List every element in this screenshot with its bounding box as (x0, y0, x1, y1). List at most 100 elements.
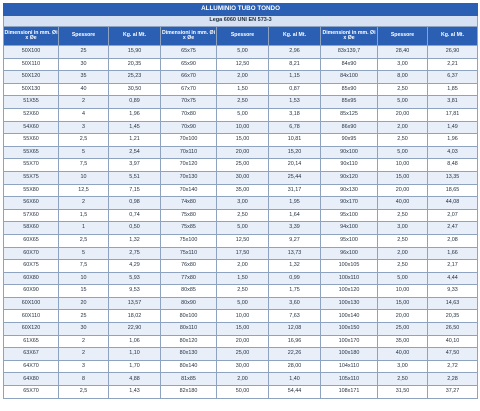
table-cell: 15,00 (377, 170, 428, 185)
table-cell: 22,26 (268, 347, 321, 361)
table-cell: 70x75 (160, 95, 217, 109)
table-cell: 7,5 (58, 259, 109, 273)
table-cell: 31,17 (268, 183, 321, 198)
table-cell: 60X120 (3, 322, 59, 336)
table-cell: 3,60 (268, 296, 321, 311)
table-cell: 1,96 (426, 133, 479, 147)
table-cell: 54,44 (268, 385, 321, 399)
table-cell: 76x80 (160, 259, 217, 273)
table-cell: 5,00 (377, 95, 428, 109)
table-cell: 1,10 (108, 347, 161, 361)
table-cell: 10,81 (268, 133, 321, 147)
table-cell: 80x120 (160, 334, 217, 349)
table-cell: 2,00 (216, 259, 269, 273)
table-row: 60X100 20 13,57 80x90 5,00 3,60 100x130 15,00 14… (3, 296, 479, 311)
table-cell: 60X80 (3, 271, 59, 286)
table-cell: 84x90 (320, 57, 378, 72)
header-row: Dimensioni in mm. Øi x Øe Spessore Kg. a… (3, 26, 479, 46)
table-cell: 2 (58, 334, 109, 349)
column-header: Dimensioni in mm. Øi x Øe (160, 26, 217, 46)
table-cell: 40,00 (377, 196, 428, 210)
table-cell: 96x100 (320, 246, 378, 261)
table-cell: 86x90 (320, 120, 378, 135)
table-cell: 28,00 (268, 359, 321, 374)
table-cell: 94x100 (320, 221, 378, 235)
table-cell: 50,00 (216, 385, 269, 399)
table-cell: 1,85 (426, 82, 479, 97)
table-cell: 2,00 (377, 120, 428, 135)
table-cell: 17,50 (216, 246, 269, 261)
table-row: 54X60 3 1,45 70x90 10,00 6,78 86x90 2,00 1,49 (3, 120, 479, 135)
table-cell: 2,21 (426, 57, 479, 72)
table-cell: 5,00 (216, 107, 269, 122)
table-cell: 60X70 (3, 246, 59, 261)
table-cell: 100x150 (320, 322, 378, 336)
table-cell: 90x130 (320, 183, 378, 198)
table-cell: 1,06 (108, 334, 161, 349)
table-cell: 4,03 (426, 145, 479, 160)
table-cell: 80x140 (160, 359, 217, 374)
table-cell: 1 (58, 221, 109, 235)
table-cell: 54X60 (3, 120, 59, 135)
table-cell: 20,14 (268, 158, 321, 172)
table-cell: 0,87 (268, 82, 321, 97)
table-cell: 2,50 (377, 133, 428, 147)
table-cell: 1,49 (426, 120, 479, 135)
table-cell: 5,93 (108, 271, 161, 286)
column-header: Spessore (377, 26, 428, 46)
table-cell: 3,00 (377, 359, 428, 374)
column-header: Spessore (58, 26, 109, 46)
table-cell: 1,95 (268, 196, 321, 210)
table-row: 60X70 5 2,75 75x110 17,50 13,73 96x100 2,00 1,66 (3, 246, 479, 261)
table-cell: 2,28 (426, 372, 479, 387)
table-cell: 18,02 (108, 309, 161, 324)
table-cell: 2,54 (108, 145, 161, 160)
column-header: Dimensioni in mm. Øi x Øe (320, 26, 378, 46)
table-cell: 3,81 (426, 95, 479, 109)
table-cell: 2 (58, 347, 109, 361)
table-cell: 80x90 (160, 296, 217, 311)
table-cell: 61X65 (3, 334, 59, 349)
table-cell: 75x85 (160, 221, 217, 235)
table-cell: 2,72 (426, 359, 479, 374)
table-row: 63X67 2 1,10 80x130 25,00 22,26 100x180 40,00 47… (3, 347, 479, 361)
table-cell: 0,99 (268, 271, 321, 286)
table-cell: 2,50 (377, 259, 428, 273)
table-cell: 3,00 (377, 57, 428, 72)
table-cell: 25,23 (108, 70, 161, 84)
table-cell: 64X70 (3, 359, 59, 374)
table-cell: 55X65 (3, 145, 59, 160)
table-row: 60X120 30 22,90 80x110 15,00 12,08 100x150 25,0… (3, 322, 479, 336)
table-cell: 82x180 (160, 385, 217, 399)
table-cell: 40,00 (377, 347, 428, 361)
table-cell: 70x80 (160, 107, 217, 122)
table-cell: 12,5 (58, 183, 109, 198)
table-cell: 4,44 (426, 271, 479, 286)
table-cell: 65X70 (3, 385, 59, 399)
table-cell: 60X75 (3, 259, 59, 273)
table-cell: 2,47 (426, 221, 479, 235)
table-cell: 7,5 (58, 158, 109, 172)
table-cell: 26,90 (426, 45, 479, 59)
table-cell: 3 (58, 120, 109, 135)
table-cell: 15,90 (108, 45, 161, 59)
table-cell: 50X100 (3, 45, 59, 59)
table-cell: 5,00 (377, 271, 428, 286)
table-cell: 5,00 (216, 296, 269, 311)
table-cell: 57X60 (3, 208, 59, 223)
table-cell: 2,08 (426, 233, 479, 248)
table-cell: 70x120 (160, 158, 217, 172)
table-cell: 3,39 (268, 221, 321, 235)
table-cell: 30,00 (216, 170, 269, 185)
table-cell: 1,64 (268, 208, 321, 223)
table-row: 60X90 15 9,53 80x85 2,50 1,75 100x120 10,00 9,33 (3, 284, 479, 298)
table-cell: 28,40 (377, 45, 428, 59)
table-row: 51X55 2 0,89 70x75 2,50 1,53 85x95 5,00 3,81 (3, 95, 479, 109)
table-row: 55X75 10 5,51 70x130 30,00 25,44 90x120 15,00 13… (3, 170, 479, 185)
table-cell: 95x100 (320, 233, 378, 248)
table-cell: 1,40 (268, 372, 321, 387)
table-row: 55X65 5 2,54 70x110 20,00 15,20 90x100 5,00 4,03 (3, 145, 479, 160)
table-cell: 15,00 (216, 322, 269, 336)
table-row: 60X80 10 5,93 77x80 1,50 0,99 100x110 5,00 4,44 (3, 271, 479, 286)
table-cell: 9,53 (108, 284, 161, 298)
